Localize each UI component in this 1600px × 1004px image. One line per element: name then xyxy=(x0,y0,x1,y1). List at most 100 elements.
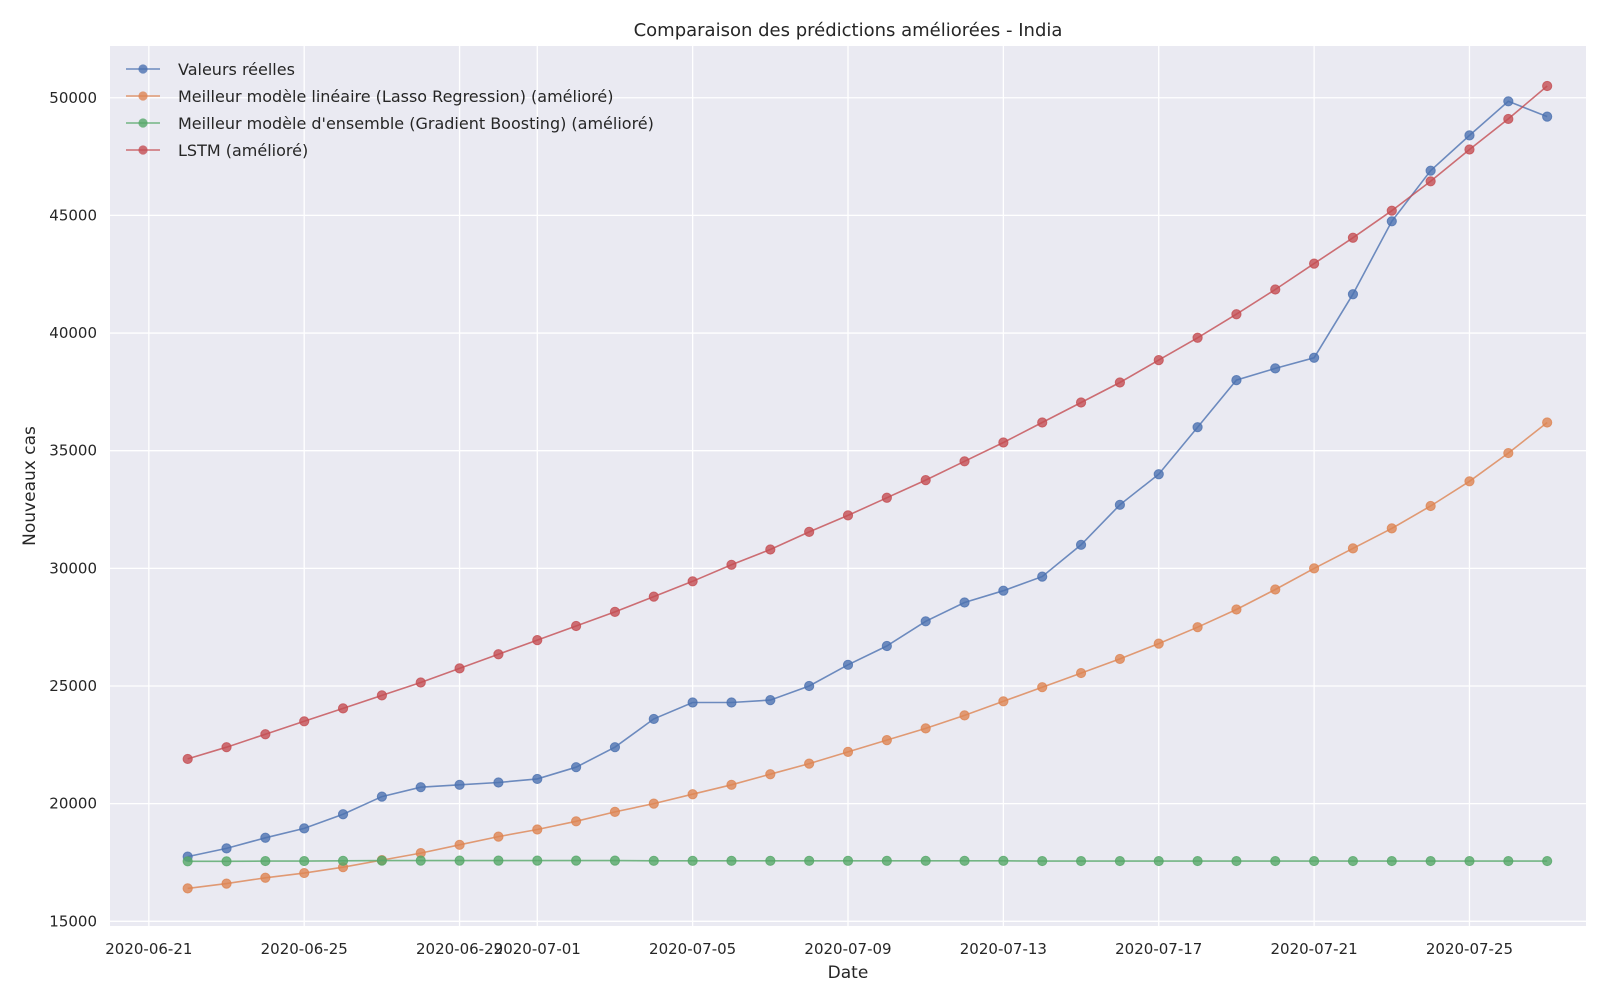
data-point xyxy=(804,680,815,692)
data-point xyxy=(1231,375,1242,386)
data-point xyxy=(920,723,931,734)
x-tick-label: 2020-07-13 xyxy=(960,940,1047,958)
data-point xyxy=(532,824,543,835)
data-point xyxy=(1464,144,1475,155)
data-point xyxy=(648,713,659,725)
data-point xyxy=(1309,855,1320,867)
data-point xyxy=(1037,682,1048,693)
data-point xyxy=(376,791,387,802)
y-tick-label: 50000 xyxy=(49,89,97,107)
data-point xyxy=(920,475,931,486)
data-point xyxy=(376,690,387,701)
data-point xyxy=(1231,604,1242,615)
series-line xyxy=(187,421,1548,890)
data-point xyxy=(1347,232,1359,243)
series-4 xyxy=(182,80,1553,765)
data-point xyxy=(1386,205,1397,216)
series-line xyxy=(187,859,1548,863)
data-point xyxy=(842,510,854,521)
data-point xyxy=(765,769,776,780)
data-point xyxy=(1037,855,1048,867)
y-tick-labels: 15000 20000 25000 30000 35000 40000 45000 50000 xyxy=(49,89,97,931)
data-point xyxy=(1425,855,1436,867)
data-point xyxy=(1542,111,1553,122)
data-point xyxy=(493,831,504,842)
data-point xyxy=(182,883,193,894)
data-point xyxy=(609,742,621,753)
legend-swatch-marker xyxy=(138,64,148,74)
data-point xyxy=(1270,855,1281,867)
data-point xyxy=(1153,638,1164,649)
data-point xyxy=(648,855,659,866)
data-point xyxy=(1386,523,1397,534)
data-point xyxy=(1309,352,1320,363)
data-point xyxy=(493,777,504,788)
data-point xyxy=(1192,622,1203,633)
series-line xyxy=(187,100,1548,858)
data-point xyxy=(998,696,1009,707)
data-point xyxy=(687,697,698,708)
data-point xyxy=(299,867,310,879)
data-point xyxy=(1347,855,1359,867)
data-point xyxy=(687,789,698,800)
x-tick-label: 2020-07-01 xyxy=(494,940,581,958)
data-point xyxy=(299,823,310,834)
data-point xyxy=(260,872,271,883)
data-point xyxy=(920,616,931,627)
data-point xyxy=(920,855,931,866)
legend-item: Valeurs réelles xyxy=(126,60,295,79)
data-point xyxy=(1464,130,1475,141)
x-tick-label: 2020-07-09 xyxy=(804,940,891,958)
data-point xyxy=(532,855,543,866)
y-tick-label: 20000 xyxy=(49,795,97,813)
data-point xyxy=(1309,563,1320,574)
y-tick-label: 15000 xyxy=(49,912,97,930)
data-point xyxy=(415,677,426,688)
data-point xyxy=(1503,96,1514,107)
data-point xyxy=(1386,216,1397,227)
x-tick-label: 2020-07-17 xyxy=(1115,940,1202,958)
data-point xyxy=(804,758,815,769)
data-point xyxy=(221,878,232,889)
x-tick-label: 2020-07-21 xyxy=(1271,940,1358,958)
data-point xyxy=(1114,855,1125,867)
data-point xyxy=(726,559,737,570)
series-lines xyxy=(182,80,1553,894)
data-point xyxy=(648,798,659,809)
data-point xyxy=(1464,855,1475,867)
data-point xyxy=(998,855,1009,866)
y-axis-title: Nouveaux cas xyxy=(20,426,40,546)
x-tick-label: 2020-06-21 xyxy=(105,940,192,958)
data-point xyxy=(1114,653,1125,665)
data-point xyxy=(726,855,737,866)
y-tick-label: 25000 xyxy=(49,677,97,695)
legend-label: Valeurs réelles xyxy=(178,60,295,79)
data-point xyxy=(1309,258,1320,269)
data-point xyxy=(221,742,232,753)
data-point xyxy=(998,437,1009,448)
data-point xyxy=(842,746,854,757)
data-point xyxy=(1270,584,1281,595)
legend-swatch-marker xyxy=(138,145,148,155)
data-point xyxy=(571,620,582,632)
chart-title: Comparaison des prédictions améliorées -… xyxy=(634,20,1063,41)
data-point xyxy=(376,855,387,866)
data-point xyxy=(1231,855,1242,867)
data-point xyxy=(765,855,776,866)
data-point xyxy=(571,762,582,773)
data-point xyxy=(609,606,621,617)
data-point xyxy=(454,663,465,674)
data-point xyxy=(1037,417,1048,428)
y-tick-label: 35000 xyxy=(49,442,97,460)
data-point xyxy=(609,806,621,817)
data-point xyxy=(1542,80,1553,92)
data-point xyxy=(454,855,465,866)
data-point xyxy=(726,697,737,708)
data-point xyxy=(260,855,271,867)
data-point xyxy=(221,843,232,854)
data-point xyxy=(337,703,349,714)
x-tick-label: 2020-07-05 xyxy=(649,940,736,958)
data-point xyxy=(415,782,426,793)
